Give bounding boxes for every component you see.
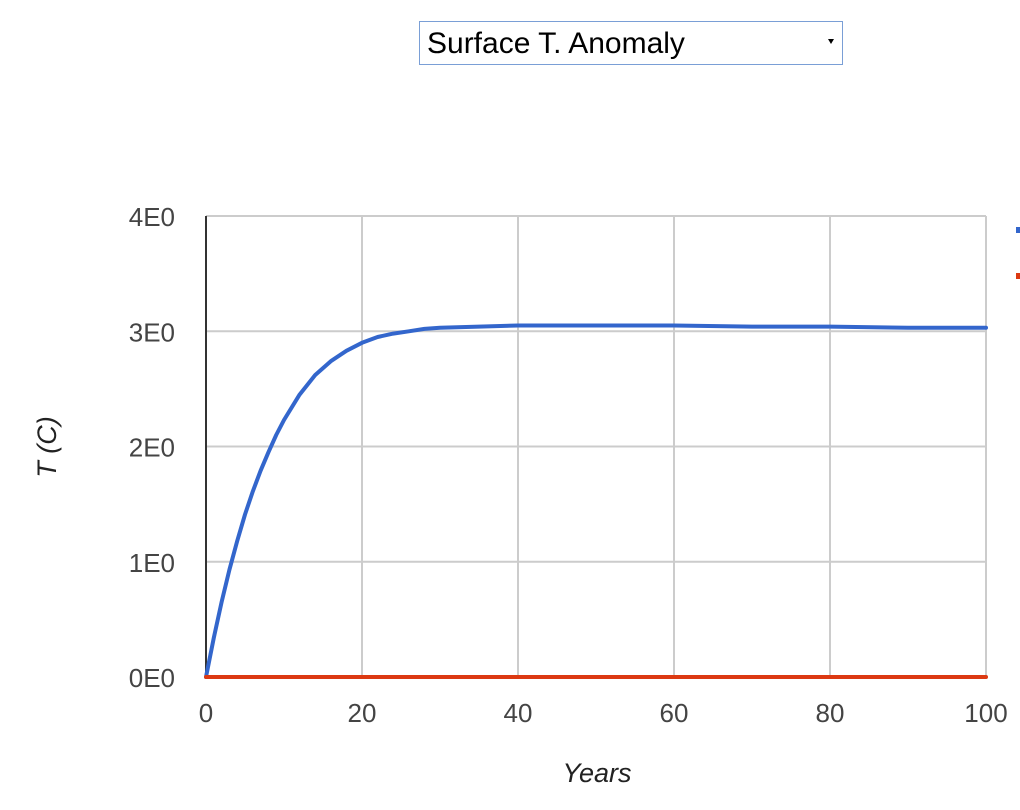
x-tick-label: 40 (504, 698, 533, 728)
chart-grid (205, 215, 987, 678)
x-tick-label: 60 (660, 698, 689, 728)
y-tick-label: 1E0 (129, 548, 175, 578)
dropdown-arrow-icon (828, 39, 834, 44)
variable-select-value: Surface T. Anomaly (427, 27, 685, 60)
y-tick-label: 2E0 (129, 433, 175, 463)
legend-marker-2 (1016, 273, 1020, 279)
series-line-1 (204, 323, 988, 679)
x-tick-label: 20 (348, 698, 377, 728)
x-tick-label: 80 (816, 698, 845, 728)
y-tick-label: 4E0 (129, 202, 175, 232)
variable-select-dropdown[interactable]: Surface T. Anomaly (419, 21, 843, 65)
x-tick-label: 100 (964, 698, 1007, 728)
legend-marker-1 (1016, 227, 1020, 233)
chart-legend (1016, 227, 1020, 279)
chart-series (204, 323, 988, 679)
x-axis-label: Years (562, 758, 631, 788)
chart-tick-labels: 0 20 40 60 80 100 0E0 1E0 2E0 3E0 4E0 (129, 202, 1008, 728)
y-tick-label: 0E0 (129, 663, 175, 693)
y-axis-label: T (C) (32, 416, 62, 477)
x-tick-label: 0 (199, 698, 213, 728)
y-tick-label: 3E0 (129, 317, 175, 347)
